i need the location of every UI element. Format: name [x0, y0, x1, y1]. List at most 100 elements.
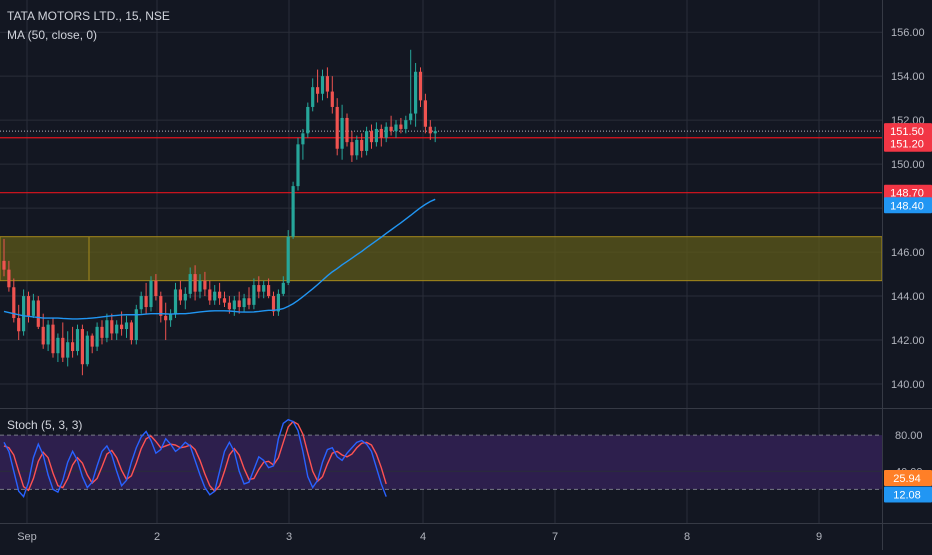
price-tick-label: 142.00	[891, 335, 925, 347]
candle-body	[281, 282, 285, 294]
candle-body	[218, 291, 222, 299]
candle-body	[271, 296, 276, 312]
line2-price-badge-bg	[884, 184, 932, 201]
candle-body	[178, 289, 182, 301]
time-tick-label: 3	[286, 531, 292, 543]
stoch-d-line	[3, 420, 387, 493]
price-tick-label: 144.00	[891, 291, 925, 303]
candle-body	[325, 76, 329, 92]
candle-body	[360, 139, 364, 151]
candle-body	[409, 113, 413, 121]
last-price-badge-bg	[884, 123, 932, 140]
candle-body	[242, 298, 246, 308]
candle-body	[193, 274, 197, 292]
price-tick-label: 150.00	[891, 159, 925, 171]
candle-body	[71, 342, 75, 352]
candle-body	[355, 139, 359, 156]
stoch-legend: Stoch (5, 3, 3)	[7, 418, 83, 432]
candle-body	[22, 296, 26, 332]
price-tick-label: 154.00	[891, 71, 925, 83]
candle-body	[110, 320, 114, 334]
candle-body	[56, 337, 60, 354]
candle-body	[26, 296, 31, 316]
candle-body	[129, 322, 133, 341]
price-tick-label: 156.00	[891, 27, 925, 39]
candle-body	[120, 324, 124, 330]
candle-body	[188, 274, 192, 294]
candle-body	[247, 298, 251, 305]
candle-body	[213, 291, 217, 301]
candle-body	[433, 131, 437, 134]
line2-price-badge: 148.70	[890, 188, 924, 200]
candle-body	[267, 285, 271, 297]
candle-body	[232, 300, 236, 310]
candle-body	[306, 106, 310, 134]
candle-body	[105, 320, 109, 338]
chart-title: TATA MOTORS LTD., 15, NSE	[7, 9, 170, 23]
candle-body	[124, 322, 129, 330]
price-tick-label: 140.00	[891, 379, 925, 391]
candle-body	[414, 71, 418, 114]
candle-body	[335, 106, 339, 149]
candle-body	[169, 313, 173, 321]
candle-body	[139, 296, 143, 310]
candle-body	[311, 87, 315, 107]
price-tick-label: 146.00	[891, 247, 925, 259]
candle-body	[144, 296, 148, 308]
candle-body	[41, 326, 45, 345]
stoch-tick-label: 80.00	[895, 430, 923, 442]
candle-body	[330, 91, 334, 107]
candle-body	[90, 335, 94, 347]
candle-body	[384, 126, 388, 138]
candle-body	[85, 335, 89, 365]
candle-body	[286, 236, 290, 283]
candle-body	[374, 128, 378, 143]
candle-body	[46, 324, 50, 345]
candle-body	[257, 285, 261, 292]
support-zone	[0, 236, 883, 282]
candle-body	[159, 296, 163, 316]
candle-body	[2, 260, 6, 270]
candle-body	[149, 280, 153, 308]
candle-body	[100, 326, 104, 338]
candle-body	[61, 337, 65, 358]
line-price-badge-bg	[884, 135, 932, 152]
candle-body	[428, 126, 432, 134]
candle-body	[208, 289, 212, 301]
candle-body	[296, 144, 300, 187]
candle-body	[252, 285, 256, 305]
candle-body	[227, 302, 231, 310]
candle-body	[173, 289, 178, 314]
candle-body	[365, 131, 369, 151]
candle-body	[183, 293, 187, 301]
candle-body	[95, 326, 99, 347]
candle-body	[36, 300, 40, 327]
stoch-k-line	[3, 418, 387, 498]
candle-body	[198, 280, 202, 292]
candle-body	[66, 342, 70, 358]
stoch-k-badge-bg	[884, 486, 932, 503]
time-tick-label: 8	[684, 531, 690, 543]
line-price-badge: 151.20	[890, 139, 924, 151]
candle-body	[80, 329, 84, 365]
candle-body	[154, 280, 158, 297]
ma-legend: MA (50, close, 0)	[7, 28, 98, 42]
candle-body	[399, 124, 403, 129]
candle-body	[75, 329, 80, 352]
last-price-badge: 151.50	[890, 126, 924, 138]
stoch-d-badge-bg	[884, 470, 932, 487]
candle-body	[276, 293, 280, 312]
stoch-band	[0, 435, 882, 490]
candle-body	[301, 133, 305, 145]
candle-body	[134, 309, 138, 341]
time-tick-label: 4	[420, 531, 426, 543]
candle-body	[345, 117, 349, 143]
candle-body	[51, 324, 55, 354]
candle-body	[316, 87, 320, 94]
candle-body	[320, 76, 325, 94]
ma-value-badge: 148.40	[890, 200, 924, 212]
candle-body	[418, 71, 423, 101]
candle-body	[291, 186, 295, 237]
